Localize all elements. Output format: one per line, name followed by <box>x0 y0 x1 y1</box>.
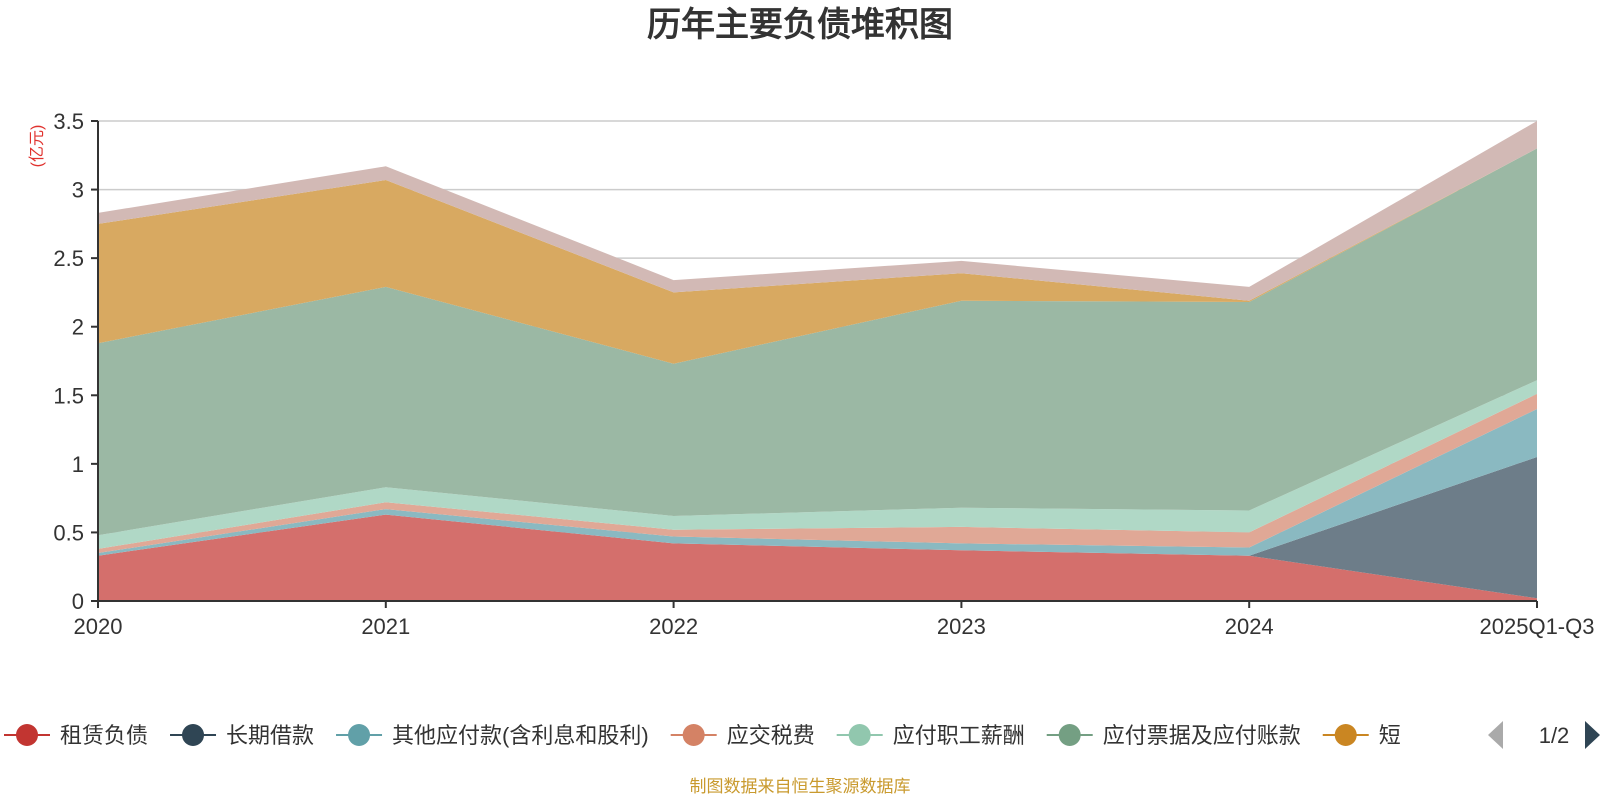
x-tick-label: 2025Q1-Q3 <box>1480 614 1595 639</box>
legend-marker-icon <box>848 724 871 746</box>
x-tick-label: 2022 <box>649 614 698 639</box>
legend-label: 应交税费 <box>727 723 815 748</box>
source-note: 制图数据来自恒生聚源数据库 <box>690 777 911 796</box>
legend-label: 长期借款 <box>226 723 314 748</box>
legend-label: 租赁负债 <box>60 723 148 748</box>
y-tick-label: 3.5 <box>53 109 84 134</box>
x-tick-label: 2020 <box>74 614 123 639</box>
area-series-7[interactable] <box>98 148 1537 364</box>
area-series-4[interactable] <box>98 393 1537 553</box>
legend-marker-icon <box>1058 724 1081 746</box>
legend-label: 应付职工薪酬 <box>893 723 1025 748</box>
legend-pager[interactable]: 1/2 <box>1488 721 1600 749</box>
legend-item-6[interactable]: 应付票据及应付账款 <box>1046 723 1301 748</box>
legend-item-1[interactable]: 租赁负债 <box>4 723 148 748</box>
legend[interactable]: 租赁负债 长期借款 其他应付款(含利息和股利) 应交税费 应付职工薪酬 应付票据及应付账款… <box>4 721 1600 749</box>
y-tick-label: 0 <box>72 589 84 614</box>
legend-marker-icon <box>682 724 705 746</box>
chart-title: 历年主要负债堆积图 <box>647 6 953 44</box>
legend-marker-icon <box>182 724 205 746</box>
area-series-group <box>98 121 1537 601</box>
legend-item-7[interactable]: 短 <box>1322 723 1401 748</box>
legend-item-2[interactable]: 长期借款 <box>170 723 314 748</box>
legend-label: 短 <box>1379 723 1401 748</box>
x-tick-label: 2024 <box>1225 614 1274 639</box>
legend-item-3[interactable]: 其他应付款(含利息和股利) <box>336 723 649 748</box>
y-tick-label: 2 <box>72 315 84 340</box>
y-axis-unit-label: (亿元) <box>28 125 46 168</box>
y-tick-label: 2.5 <box>53 246 84 271</box>
legend-next-icon[interactable] <box>1585 721 1600 749</box>
legend-label: 应付票据及应付账款 <box>1103 723 1301 748</box>
legend-page-indicator: 1/2 <box>1539 723 1570 748</box>
legend-marker-icon <box>1334 724 1357 746</box>
y-tick-label: 1 <box>72 452 84 477</box>
y-tick-label: 1.5 <box>53 383 84 408</box>
legend-item-4[interactable]: 应交税费 <box>670 723 815 748</box>
area-series-3[interactable] <box>98 409 1537 556</box>
legend-marker-icon <box>348 724 371 746</box>
x-tick-label: 2021 <box>361 614 410 639</box>
legend-prev-icon[interactable] <box>1488 721 1503 749</box>
legend-marker-icon <box>16 724 38 746</box>
area-series-6[interactable] <box>98 148 1537 536</box>
legend-item-5[interactable]: 应付职工薪酬 <box>836 723 1025 748</box>
x-tick-label: 2023 <box>937 614 986 639</box>
y-tick-label: 3 <box>72 178 84 203</box>
axes: 0 0.5 1 1.5 2 2.5 3 3.5 2020 2021 2022 2023 2024 2025… <box>53 109 1594 639</box>
legend-label: 其他应付款(含利息和股利) <box>392 723 649 748</box>
area-series-1[interactable] <box>98 514 1537 601</box>
y-tick-label: 0.5 <box>53 520 84 545</box>
area-series-5[interactable] <box>98 380 1537 549</box>
